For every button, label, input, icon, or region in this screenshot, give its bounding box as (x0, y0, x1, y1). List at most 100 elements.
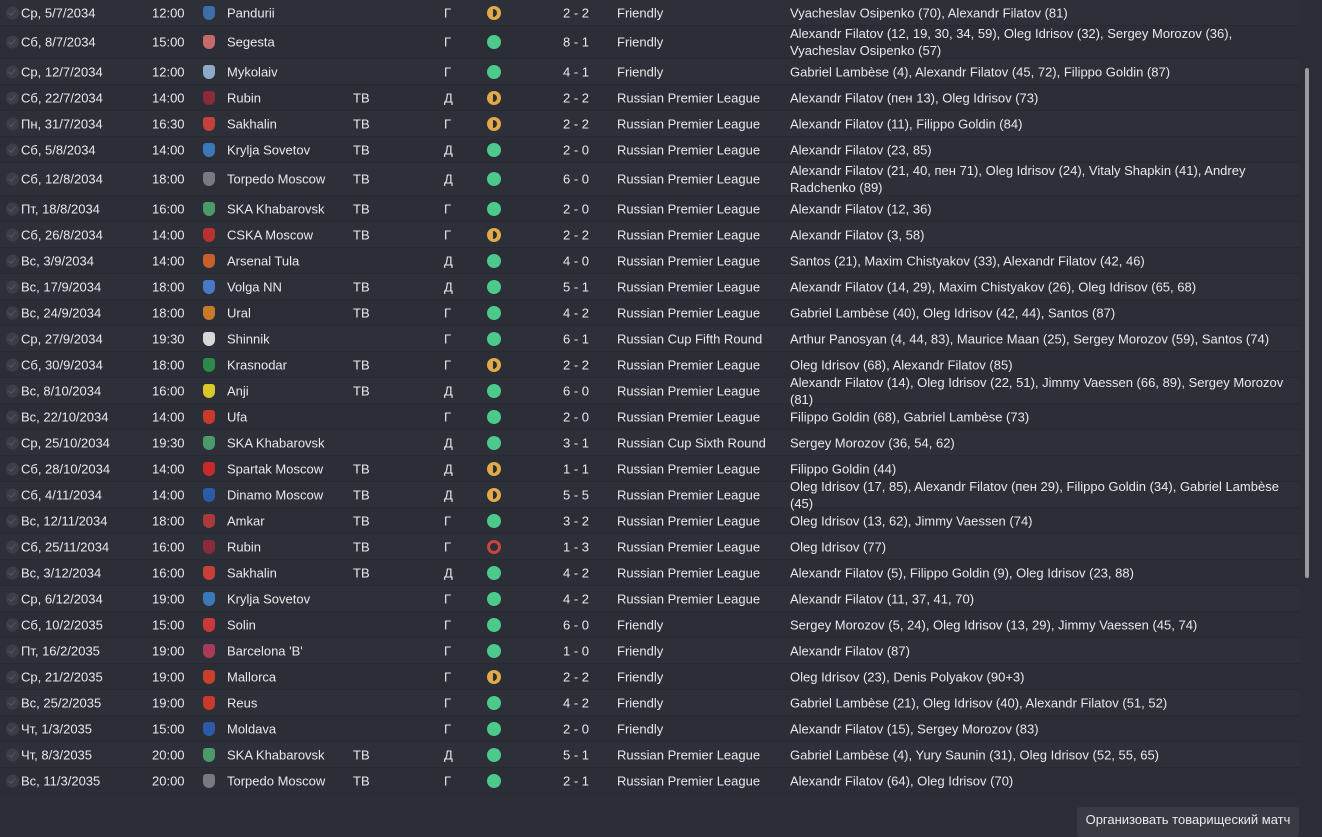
opponent-link[interactable]: Barcelona 'B' (227, 643, 303, 658)
fixture-row[interactable]: Ср, 27/9/2034 19:30 Shinnik Г 6 - 1 Russ… (0, 326, 1300, 352)
fixture-row[interactable]: Вс, 22/10/2034 14:00 Ufa Г 2 - 0 Russian… (0, 404, 1300, 430)
competition-link[interactable]: Friendly (617, 669, 664, 684)
fixture-row[interactable]: Ср, 25/10/2034 19:30 SKA Khabarovsk Д 3 … (0, 430, 1300, 456)
opponent-link[interactable]: Spartak Moscow (227, 461, 324, 476)
score[interactable]: 3 - 2 (562, 513, 589, 528)
opponent-link[interactable]: Ural (227, 305, 251, 320)
fixture-row[interactable]: Вс, 24/9/2034 18:00 Ural ТВ Г 4 - 2 Russ… (0, 300, 1300, 326)
score[interactable]: 2 - 2 (562, 116, 589, 131)
fixture-row[interactable]: Чт, 1/3/2035 15:00 Moldava Г 2 - 0 Frien… (0, 716, 1300, 742)
fixture-row[interactable]: Сб, 10/2/2035 15:00 Solin Г 6 - 0 Friend… (0, 612, 1300, 638)
competition-link[interactable]: Russian Premier League (617, 357, 761, 372)
competition-link[interactable]: Russian Premier League (617, 591, 761, 606)
opponent-link[interactable]: Torpedo Moscow (227, 773, 326, 788)
score[interactable]: 6 - 0 (562, 617, 589, 632)
fixture-row[interactable]: Ср, 5/7/2034 12:00 Pandurii Г 2 - 2 Frie… (0, 0, 1300, 26)
fixture-row[interactable]: Вс, 11/3/2035 20:00 Torpedo Moscow ТВ Г … (0, 768, 1300, 794)
opponent-link[interactable]: Moldava (227, 721, 277, 736)
fixture-row[interactable]: Сб, 25/11/2034 16:00 Rubin ТВ Г 1 - 3 Ru… (0, 534, 1300, 560)
fixture-row[interactable]: Сб, 5/8/2034 14:00 Krylja Sovetov ТВ Д 2… (0, 137, 1300, 163)
opponent-link[interactable]: Krasnodar (227, 357, 287, 372)
opponent-link[interactable]: Reus (227, 695, 258, 710)
opponent-link[interactable]: SKA Khabarovsk (227, 435, 325, 450)
opponent-link[interactable]: Ufa (227, 409, 248, 424)
competition-link[interactable]: Russian Premier League (617, 171, 761, 187)
competition-link[interactable]: Friendly (617, 64, 664, 79)
competition-link[interactable]: Russian Premier League (617, 305, 761, 320)
score[interactable]: 4 - 0 (562, 253, 589, 268)
score[interactable]: 5 - 5 (562, 487, 589, 502)
score[interactable]: 6 - 0 (562, 171, 589, 187)
score[interactable]: 5 - 1 (562, 747, 589, 762)
score[interactable]: 2 - 2 (562, 5, 589, 20)
competition-link[interactable]: Russian Premier League (617, 201, 761, 216)
competition-link[interactable]: Russian Premier League (617, 279, 761, 294)
score[interactable]: 2 - 1 (562, 773, 589, 788)
score[interactable]: 4 - 2 (562, 565, 589, 580)
score[interactable]: 4 - 1 (562, 64, 589, 79)
opponent-link[interactable]: Dinamo Moscow (227, 487, 324, 502)
competition-link[interactable]: Russian Premier League (617, 90, 761, 105)
opponent-link[interactable]: Sakhalin (227, 116, 277, 131)
score[interactable]: 8 - 1 (562, 34, 589, 50)
competition-link[interactable]: Russian Premier League (617, 227, 761, 242)
fixture-row[interactable]: Ср, 12/7/2034 12:00 Mykolaiv Г 4 - 1 Fri… (0, 59, 1300, 85)
opponent-link[interactable]: SKA Khabarovsk (227, 747, 325, 762)
score[interactable]: 3 - 1 (562, 435, 589, 450)
score[interactable]: 2 - 2 (562, 227, 589, 242)
score[interactable]: 2 - 0 (562, 721, 589, 736)
opponent-link[interactable]: Amkar (227, 513, 265, 528)
opponent-link[interactable]: Krylja Sovetov (227, 591, 311, 606)
fixture-row[interactable]: Сб, 8/7/2034 15:00 Segesta Г 8 - 1 Frien… (0, 26, 1300, 59)
fixture-row[interactable]: Вс, 12/11/2034 18:00 Amkar ТВ Г 3 - 2 Ru… (0, 508, 1300, 534)
opponent-link[interactable]: Torpedo Moscow (227, 171, 326, 187)
opponent-link[interactable]: Arsenal Tula (227, 253, 300, 268)
opponent-link[interactable]: CSKA Moscow (227, 227, 313, 242)
score[interactable]: 4 - 2 (562, 591, 589, 606)
fixture-row[interactable]: Сб, 22/7/2034 14:00 Rubin ТВ Д 2 - 2 Rus… (0, 85, 1300, 111)
competition-link[interactable]: Russian Premier League (617, 773, 761, 788)
fixture-row[interactable]: Вс, 17/9/2034 18:00 Volga NN ТВ Д 5 - 1 … (0, 274, 1300, 300)
opponent-link[interactable]: Anji (227, 383, 249, 398)
opponent-link[interactable]: Sakhalin (227, 565, 277, 580)
opponent-link[interactable]: Solin (227, 617, 256, 632)
score[interactable]: 2 - 2 (562, 357, 589, 372)
opponent-link[interactable]: Krylja Sovetov (227, 142, 311, 157)
competition-link[interactable]: Russian Cup Sixth Round (617, 435, 766, 450)
competition-link[interactable]: Russian Cup Fifth Round (617, 331, 763, 346)
fixture-row[interactable]: Сб, 12/8/2034 18:00 Torpedo Moscow ТВ Д … (0, 163, 1300, 196)
fixture-row[interactable]: Сб, 4/11/2034 14:00 Dinamo Moscow ТВ Д 5… (0, 479, 1300, 511)
score[interactable]: 2 - 0 (562, 142, 589, 157)
score[interactable]: 5 - 1 (562, 279, 589, 294)
opponent-link[interactable]: Volga NN (227, 279, 282, 294)
arrange-friendly-button[interactable]: Организовать товарищеский матч (1077, 807, 1299, 837)
fixture-row[interactable]: Сб, 26/8/2034 14:00 CSKA Moscow ТВ Г 2 -… (0, 222, 1300, 248)
fixture-row[interactable]: Вс, 3/12/2034 16:00 Sakhalin ТВ Д 4 - 2 … (0, 560, 1300, 586)
fixture-row[interactable]: Сб, 28/10/2034 14:00 Spartak Moscow ТВ Д… (0, 456, 1300, 482)
competition-link[interactable]: Russian Premier League (617, 383, 761, 398)
fixture-row[interactable]: Вс, 25/2/2035 19:00 Reus Г 4 - 2 Friendl… (0, 690, 1300, 716)
fixture-row[interactable]: Вс, 3/9/2034 14:00 Arsenal Tula Д 4 - 0 … (0, 248, 1300, 274)
competition-link[interactable]: Russian Premier League (617, 116, 761, 131)
competition-link[interactable]: Friendly (617, 721, 664, 736)
score[interactable]: 4 - 2 (562, 695, 589, 710)
opponent-link[interactable]: SKA Khabarovsk (227, 201, 325, 216)
fixture-row[interactable]: Ср, 21/2/2035 19:00 Mallorca Г 2 - 2 Fri… (0, 664, 1300, 690)
competition-link[interactable]: Russian Premier League (617, 253, 761, 268)
fixture-row[interactable]: Сб, 30/9/2034 18:00 Krasnodar ТВ Г 2 - 2… (0, 352, 1300, 378)
competition-link[interactable]: Friendly (617, 617, 664, 632)
opponent-link[interactable]: Segesta (227, 34, 275, 50)
competition-link[interactable]: Friendly (617, 5, 664, 20)
score[interactable]: 2 - 0 (562, 409, 589, 424)
opponent-link[interactable]: Pandurii (227, 5, 275, 20)
score[interactable]: 6 - 0 (562, 383, 589, 398)
score[interactable]: 2 - 2 (562, 90, 589, 105)
score[interactable]: 4 - 2 (562, 305, 589, 320)
score[interactable]: 2 - 2 (562, 669, 589, 684)
score[interactable]: 1 - 1 (562, 461, 589, 476)
competition-link[interactable]: Friendly (617, 34, 664, 50)
fixture-row[interactable]: Вс, 8/10/2034 16:00 Anji ТВ Д 6 - 0 Russ… (0, 375, 1300, 407)
competition-link[interactable]: Russian Premier League (617, 142, 761, 157)
opponent-link[interactable]: Mykolaiv (227, 64, 278, 79)
opponent-link[interactable]: Rubin (227, 90, 261, 105)
